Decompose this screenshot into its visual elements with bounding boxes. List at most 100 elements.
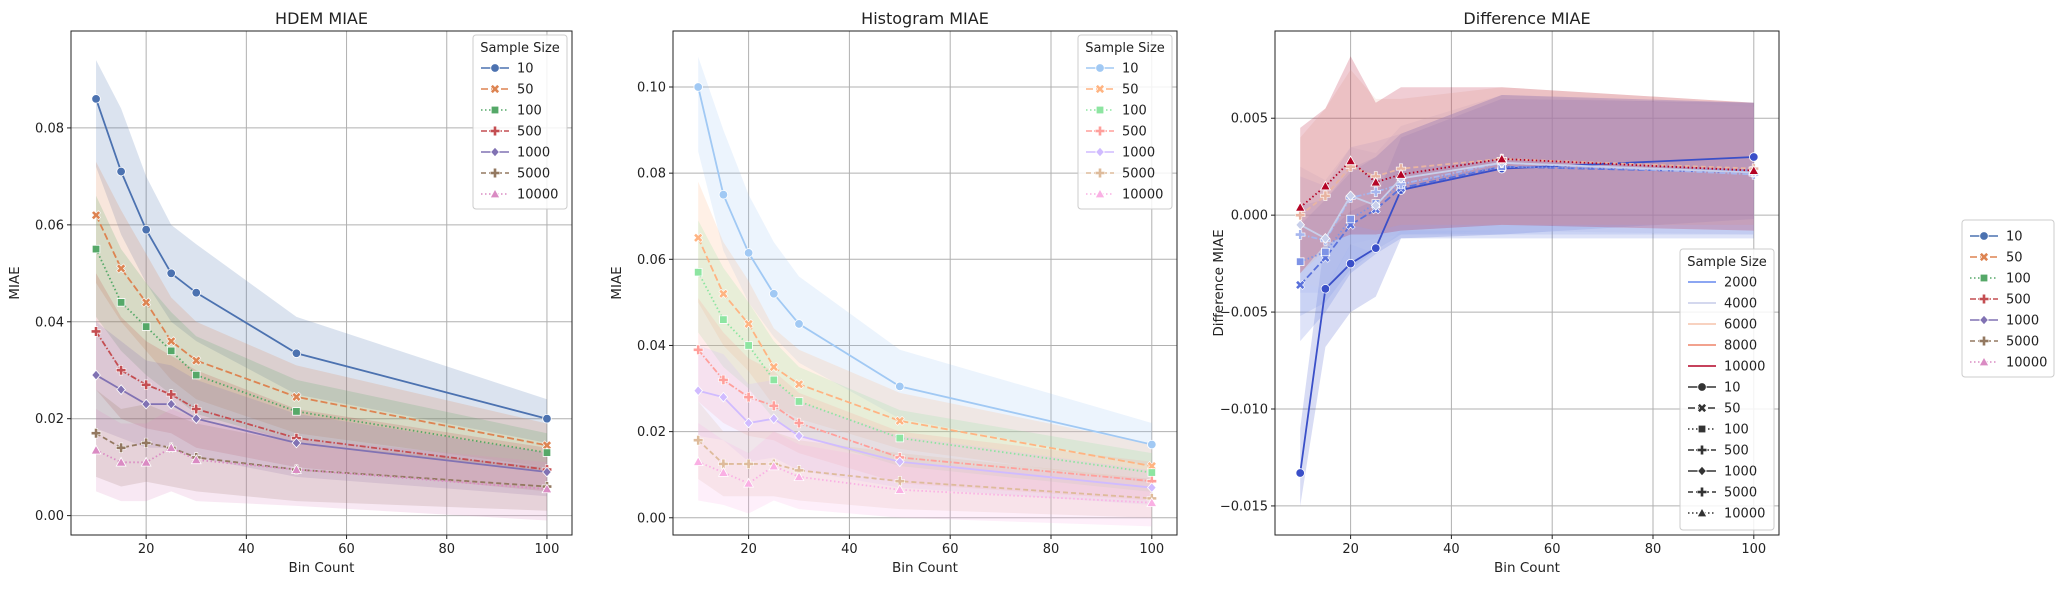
x-mark — [291, 391, 302, 402]
x-tick-label: 40 — [1443, 542, 1460, 557]
legend-entry-5000-marker — [489, 167, 501, 179]
legend-entry-100-marker — [490, 105, 500, 115]
figure-legend-entry-50-marker — [1979, 252, 1989, 262]
y-tick-label: 0.10 — [637, 81, 666, 96]
point-1000-15 — [1320, 233, 1331, 244]
point-100-30 — [794, 397, 804, 406]
x-tick-label: 100 — [535, 542, 560, 557]
legend-label: 10000 — [517, 188, 558, 203]
point-10-15 — [718, 189, 729, 200]
legend-entry-500-marker — [489, 125, 501, 137]
figure-legend-entry-10-marker — [1979, 231, 1989, 241]
point-1000-20 — [1345, 190, 1356, 202]
confidence-bands — [1300, 56, 1754, 506]
band-50 — [96, 161, 547, 468]
point-5000-10 — [693, 435, 704, 446]
band-1000 — [1300, 94, 1754, 289]
point-10000-100 — [541, 483, 553, 494]
point-10000-15 — [717, 466, 729, 477]
legend-label: 10000 — [1724, 360, 1765, 375]
ticks: 20 40 60 80 100 0.00 0.02 0.04 0.06 0.08 0.10 — [637, 81, 1164, 558]
legend-label: 5000 — [517, 167, 550, 182]
legend-label: 50 — [1122, 83, 1139, 98]
point-10-50 — [895, 381, 905, 392]
x-mark — [166, 336, 177, 347]
legend-title: Sample Size — [1085, 41, 1165, 56]
legend-label: 500 — [1122, 125, 1147, 140]
x-mark — [141, 297, 152, 308]
series-10000 — [692, 456, 1158, 507]
point-500-25 — [768, 400, 779, 411]
band-500 — [698, 298, 1152, 501]
point-100-15 — [719, 315, 728, 324]
legend-style-100-marker — [1697, 424, 1707, 434]
legend-style-10000-marker — [1696, 507, 1708, 518]
point-10000-10 — [1294, 201, 1306, 212]
point-100-30 — [192, 370, 201, 380]
legend-label: 50 — [2006, 251, 2023, 266]
point-10000-100 — [1748, 164, 1760, 175]
point-10-100 — [1749, 152, 1759, 162]
y-axis-label: MIAE — [7, 266, 23, 299]
y-tick-label: 0.06 — [35, 218, 64, 233]
legend-label: 10 — [2006, 230, 2023, 245]
point-100-15 — [116, 298, 126, 307]
x-tick-label: 60 — [942, 542, 959, 557]
legend-box — [472, 34, 568, 210]
band-100 — [96, 195, 547, 472]
point-1000-10 — [693, 385, 704, 397]
figure-legend-entry-500-marker — [1978, 293, 1990, 305]
point-5000-15 — [1320, 190, 1331, 201]
band-10 — [1300, 98, 1754, 506]
axes-frame — [1274, 30, 1780, 536]
x-tick-label: 100 — [1741, 542, 1766, 557]
legend-entry-50-marker — [1095, 84, 1105, 94]
figure-legend-entry-10000-marker — [1978, 356, 1990, 367]
point-500-15 — [116, 365, 127, 376]
x-tick-label: 20 — [740, 542, 757, 557]
legend-label: 10000 — [1122, 188, 1163, 203]
x-mark — [1095, 84, 1105, 94]
figure-legend-entry-1000-marker — [1979, 314, 1989, 326]
point-50-10 — [91, 210, 101, 221]
x-tick-label: 100 — [1139, 542, 1164, 557]
point-5000-10 — [1295, 210, 1306, 221]
point-1000-15 — [116, 384, 126, 396]
point-10000-50 — [1496, 153, 1508, 164]
point-5000-10 — [90, 428, 102, 439]
x-mark — [894, 415, 905, 426]
point-500-15 — [718, 374, 729, 386]
band-10000 — [96, 409, 547, 521]
point-10000-25 — [768, 460, 780, 471]
y-tick-label: −0.010 — [1220, 403, 1268, 418]
y-tick-label: 0.00 — [35, 509, 64, 524]
point-100-100 — [1147, 468, 1156, 477]
legend-label: 10 — [1724, 381, 1741, 396]
point-500-25 — [1370, 186, 1381, 197]
band-1000 — [698, 345, 1152, 505]
ticks: 20 40 60 80 100 0.00 0.02 0.04 0.06 0.08 — [35, 121, 559, 557]
band-5000 — [1300, 69, 1754, 274]
legend-label: 2000 — [1724, 276, 1757, 291]
point-10-15 — [1320, 284, 1331, 294]
point-10000-30 — [1395, 168, 1407, 179]
x-tick-label: 20 — [138, 542, 155, 557]
point-100-10 — [694, 268, 703, 277]
x-tick-label: 60 — [338, 542, 355, 557]
legend-chart-2: Sample Size 10 50 100 500 1000 5000 10000 — [1077, 34, 1173, 210]
x-axis-label: Bin Count — [1494, 560, 1560, 576]
legend-label: 500 — [517, 125, 542, 140]
point-10-30 — [191, 287, 201, 298]
point-100-50 — [895, 433, 904, 443]
y-tick-label: 0.06 — [637, 253, 666, 268]
legend-style-500-marker — [1696, 444, 1708, 456]
point-1000-100 — [542, 466, 552, 478]
point-10000-10 — [692, 456, 704, 466]
legend-label: 1000 — [517, 146, 550, 161]
point-10000-30 — [793, 471, 805, 482]
figure-legend-entry-5000-marker — [1978, 335, 1990, 347]
point-5000-15 — [718, 458, 729, 470]
ticks: 20 40 60 80 100 −0.015 −0.010 −0.005 0.000 0.005 — [1220, 112, 1766, 557]
y-tick-label: 0.02 — [637, 425, 666, 440]
band-1000 — [96, 321, 547, 497]
